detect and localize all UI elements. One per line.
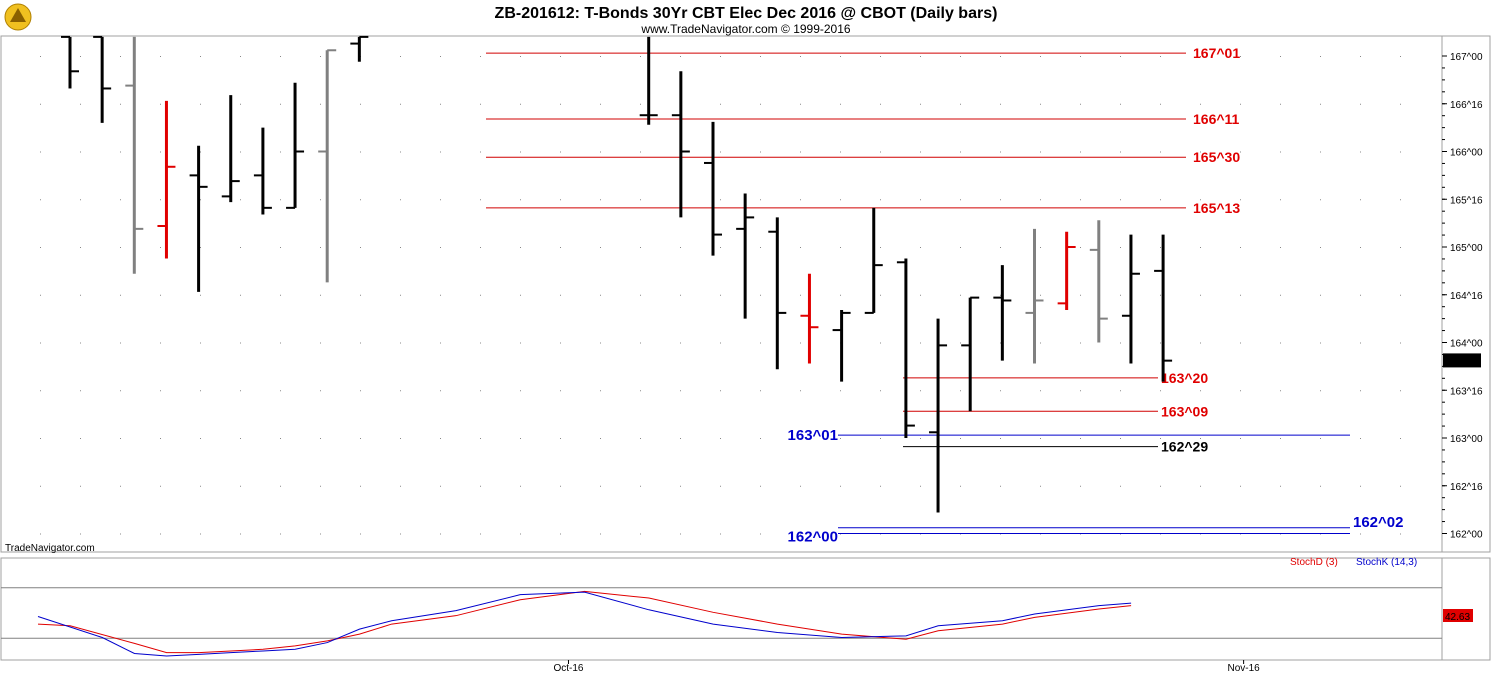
price-bar [1057, 231, 1076, 311]
price-tick-label: 166^16 [1450, 100, 1483, 111]
price-bar [61, 35, 79, 89]
price-bar [286, 82, 305, 209]
stoch-panel-frame [0, 557, 1443, 661]
price-axis-frame [1441, 35, 1491, 553]
price-bar [961, 296, 980, 412]
price-bar [832, 310, 851, 382]
price-axis: 167^00 166^16 166^00 165^16 165^00 164^16 164^… [1442, 52, 1483, 541]
price-tick-label: 163^16 [1450, 386, 1483, 397]
price-bar [253, 127, 272, 215]
price-bar [1025, 228, 1044, 364]
grid-dots [40, 56, 1401, 535]
price-bar [736, 193, 755, 319]
price-bar [639, 36, 658, 125]
price-bar [221, 95, 240, 203]
stoch-value-badge: 42.63 [1443, 609, 1473, 623]
price-bar [1154, 234, 1173, 382]
price-tick-label: 162^00 [1450, 530, 1483, 541]
level-label: 166^11 [1193, 111, 1240, 127]
x-tick-label: Oct-16 [553, 663, 583, 674]
level-label: 165^13 [1193, 200, 1240, 216]
legend-stoch-d: StochD (3) [1290, 557, 1338, 568]
price-bar [93, 35, 112, 123]
price-tick-label: 166^00 [1450, 148, 1483, 159]
logo-icon [4, 3, 32, 31]
legend-stoch-k: StochK (14,3) [1356, 557, 1417, 568]
price-bar [671, 71, 690, 218]
price-bar [864, 207, 883, 314]
level-label: 163^01 [788, 427, 838, 444]
level-label: 162^02 [1353, 514, 1403, 531]
price-tick-label: 167^00 [1450, 52, 1483, 63]
price-bars [61, 35, 1173, 513]
price-bar [704, 121, 722, 256]
level-lines: 167^01 166^11 165^30 165^13 163^20 163^09 163^… [486, 45, 1403, 546]
last-price-label: 163^26 [1445, 356, 1478, 367]
chart-title: ZB-201612: T-Bonds 30Yr CBT Elec Dec 201… [495, 5, 998, 22]
price-bar [318, 49, 337, 283]
price-bar [993, 265, 1012, 361]
price-tick-label: 164^16 [1450, 291, 1483, 302]
stoch-axis-frame [1441, 557, 1491, 661]
price-tick-label: 164^00 [1450, 339, 1483, 350]
price-bar [1121, 234, 1140, 364]
price-bar [1089, 220, 1108, 343]
price-tick-label: 162^16 [1450, 482, 1483, 493]
x-axis: Oct-16 Nov-16 [553, 660, 1260, 674]
level-label: 162^00 [788, 529, 838, 546]
level-label: 163^20 [1161, 370, 1208, 386]
x-tick-label: Nov-16 [1228, 663, 1261, 674]
price-bar [189, 145, 208, 292]
level-label: 167^01 [1193, 45, 1240, 61]
price-bar [896, 258, 915, 438]
price-bar [768, 217, 787, 370]
level-label: 165^30 [1193, 149, 1240, 165]
price-bar [350, 35, 369, 62]
price-bar [157, 100, 176, 259]
price-tick-label: 165^00 [1450, 243, 1483, 254]
stoch-value-label: 42.63 [1445, 612, 1470, 623]
price-bar [800, 273, 819, 364]
level-label: 163^09 [1161, 403, 1208, 419]
stoch-reference-lines [1, 587, 1442, 639]
chart-subtitle: www.TradeNavigator.com © 1999-2016 [640, 22, 850, 36]
stoch-k-line [37, 591, 1132, 657]
stoch-d-line [37, 590, 1132, 654]
level-label: 162^29 [1161, 439, 1208, 455]
price-tick-label: 163^00 [1450, 434, 1483, 445]
price-bar [929, 318, 948, 513]
last-price-badge: 163^26 [1443, 353, 1481, 368]
price-tick-label: 165^16 [1450, 195, 1483, 206]
price-bar [125, 36, 144, 274]
watermark: TradeNavigator.com [5, 543, 95, 554]
